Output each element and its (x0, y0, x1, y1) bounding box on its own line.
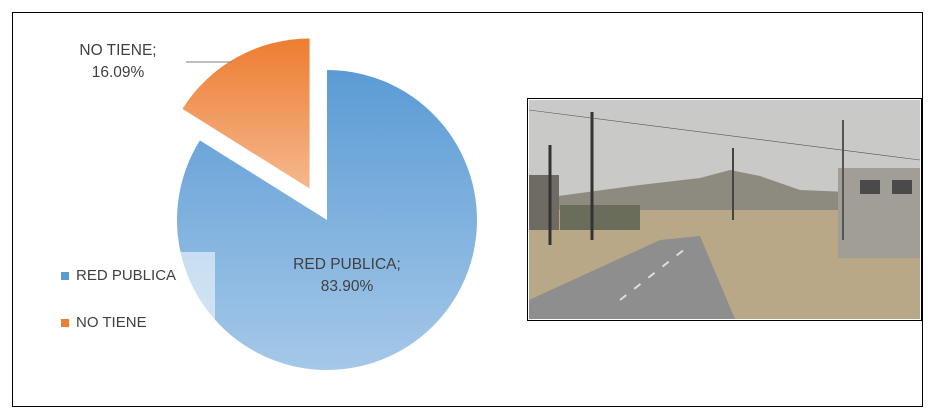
legend-label: RED PUBLICA (76, 267, 176, 284)
data-label: NO TIENE; 16.09% (68, 40, 168, 84)
photo-window (860, 180, 880, 194)
legend-swatch (61, 319, 69, 327)
legend-swatch (61, 272, 69, 280)
photo (528, 99, 922, 321)
data-label: RED PUBLICA; 83.90% (277, 254, 417, 298)
photo-shops (560, 205, 640, 230)
page: RED PUBLICA NO TIENE RED PUBLICA; 83.90% N… (0, 0, 935, 418)
legend-label: NO TIENE (76, 314, 147, 331)
photo-building (529, 175, 559, 230)
photo-window (892, 180, 912, 194)
